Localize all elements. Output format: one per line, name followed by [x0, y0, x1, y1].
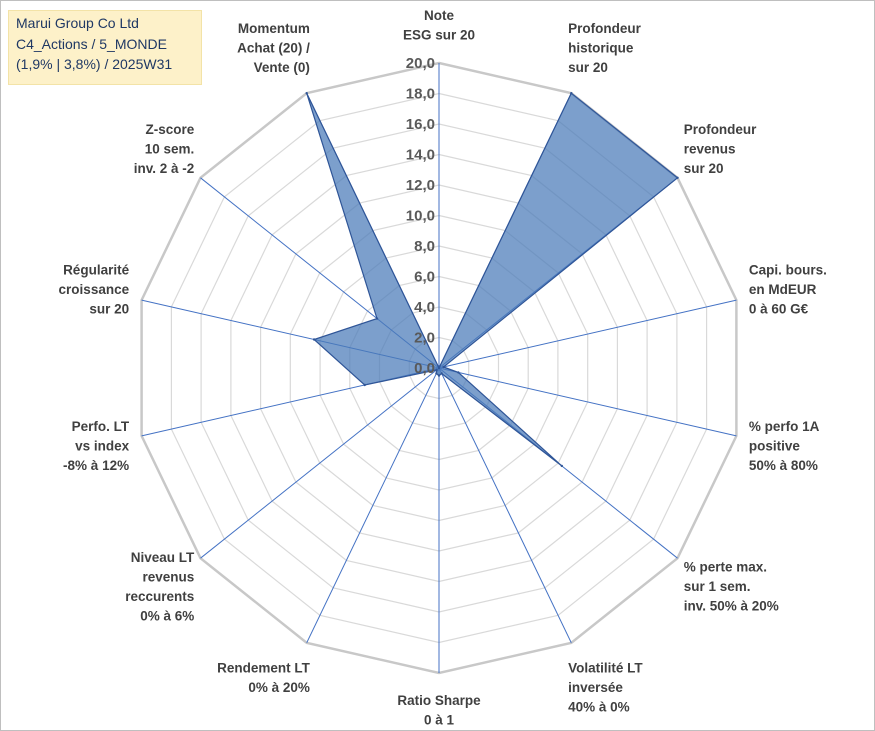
category-label-9-line-0: Niveau LT	[131, 550, 195, 565]
spoke-3	[438, 299, 737, 369]
category-label-4: % perfo 1A positive 50% à 80%	[749, 419, 820, 473]
tick-label-4: 8,0	[414, 238, 435, 255]
tick-label-1: 2,0	[414, 330, 435, 347]
category-label-3: Capi. bours. en MdEUR 0 à 60 G€	[749, 263, 827, 317]
tick-label-7: 14,0	[406, 147, 435, 164]
category-label-1-line-2: sur 20	[568, 60, 608, 75]
tick-label-0: 0,0	[414, 360, 435, 377]
tick-label-9: 18,0	[406, 86, 435, 103]
data-point-8	[435, 372, 438, 375]
category-label-2-line-1: revenus	[684, 141, 736, 156]
category-label-7: Ratio Sharpe 0 à 1	[397, 693, 481, 728]
category-label-9-line-2: reccurents	[125, 589, 194, 604]
category-label-6-line-2: 40% à 0%	[568, 699, 630, 714]
data-point-11	[312, 338, 316, 341]
category-label-11-line-0: Régularité	[63, 263, 130, 278]
category-label-9: Niveau LT revenus reccurents 0% à 6%	[125, 550, 195, 624]
title-line-period: (1,9% | 3,8%) / 2025W31	[16, 56, 173, 72]
category-label-8-line-1: 0% à 20%	[248, 680, 310, 695]
data-point-13	[305, 92, 308, 95]
category-label-7-line-1: 0 à 1	[424, 713, 455, 728]
category-label-10: Perfo. LT vs index -8% à 12%	[63, 419, 130, 473]
tick-label-3: 6,0	[414, 269, 435, 286]
data-point-10	[363, 383, 366, 387]
category-label-13-line-1: Achat (20) /	[237, 41, 310, 56]
category-label-12: Z-score 10 sem. inv. 2 à -2	[134, 122, 195, 176]
data-point-5	[560, 464, 563, 468]
category-label-11-line-2: sur 20	[89, 302, 129, 317]
category-label-4-line-1: positive	[749, 438, 801, 453]
category-label-1-line-1: historique	[568, 41, 634, 56]
category-label-12-line-0: Z-score	[146, 122, 195, 137]
tick-label-10: 20,0	[406, 55, 435, 72]
category-label-13: Momentum Achat (20) / Vente (0)	[237, 21, 310, 75]
radial-tick-labels: 0,0 2,0 4,0 6,0 8,0 10,0 12,0 14,0 16,0 18,0 20,0	[406, 55, 435, 377]
data-point-0	[437, 366, 441, 370]
data-point-3	[442, 365, 445, 369]
category-label-9-line-3: 0% à 6%	[140, 608, 194, 623]
category-label-11-line-1: croissance	[59, 282, 130, 297]
category-label-10-line-0: Perfo. LT	[72, 419, 130, 434]
category-label-1-line-0: Profondeur	[568, 21, 641, 36]
title-line-category: C4_Actions / 5_MONDE	[16, 35, 167, 52]
category-label-4-line-2: 50% à 80%	[749, 458, 818, 473]
data-point-7	[437, 374, 441, 377]
data-point-9	[435, 368, 438, 372]
category-label-5: % perte max. sur 1 sem. inv. 50% à 20%	[684, 560, 779, 614]
data-point-2	[676, 176, 679, 179]
category-label-4-line-0: % perfo 1A	[749, 419, 820, 434]
category-label-2: Profondeur revenus sur 20	[684, 122, 757, 176]
category-label-7-line-0: Ratio Sharpe	[397, 693, 481, 708]
spoke-9	[200, 367, 440, 559]
tick-label-8: 16,0	[406, 116, 435, 133]
category-label-0: Note ESG sur 20	[403, 8, 475, 43]
category-labels: Note ESG sur 20 Profondeur historique sur 20…	[59, 8, 827, 728]
data-point-1	[570, 92, 573, 95]
category-label-0-line-0: Note	[424, 8, 454, 23]
spoke-8	[306, 367, 440, 644]
category-label-3-line-0: Capi. bours.	[749, 263, 827, 278]
category-label-12-line-1: 10 sem.	[145, 141, 195, 156]
category-label-11: Régularité croissance sur 20	[59, 263, 130, 317]
category-label-3-line-1: en MdEUR	[749, 282, 817, 297]
category-label-10-line-2: -8% à 12%	[63, 458, 129, 473]
category-label-6-line-1: inversée	[568, 680, 623, 695]
category-label-3-line-2: 0 à 60 G€	[749, 302, 809, 317]
category-label-5-line-0: % perte max.	[684, 560, 767, 575]
spoke-6	[438, 367, 572, 644]
category-label-8: Rendement LT 0% à 20%	[217, 660, 311, 695]
data-point-12	[375, 317, 379, 320]
category-label-5-line-2: inv. 50% à 20%	[684, 599, 779, 614]
category-label-12-line-2: inv. 2 à -2	[134, 161, 195, 176]
category-label-5-line-1: sur 1 sem.	[684, 579, 751, 594]
spoke-4	[438, 367, 737, 437]
category-label-0-line-1: ESG sur 20	[403, 28, 475, 43]
category-label-2-line-0: Profondeur	[684, 122, 757, 137]
category-label-1: Profondeur historique sur 20	[568, 21, 641, 75]
radar-series	[305, 92, 679, 468]
tick-label-6: 12,0	[406, 177, 435, 194]
category-label-9-line-1: revenus	[143, 569, 195, 584]
tick-label-5: 10,0	[406, 208, 435, 225]
title-box: Marui Group Co Ltd C4_Actions / 5_MONDE …	[8, 10, 202, 85]
data-point-4	[457, 371, 460, 374]
category-label-13-line-0: Momentum	[238, 21, 310, 36]
category-label-2-line-2: sur 20	[684, 161, 724, 176]
category-label-6: Volatilité LT inversée 40% à 0%	[568, 660, 643, 714]
title-line-company: Marui Group Co Ltd	[16, 15, 139, 31]
category-label-8-line-0: Rendement LT	[217, 660, 311, 675]
category-label-10-line-1: vs index	[75, 438, 130, 453]
data-point-6	[440, 372, 443, 375]
category-label-13-line-2: Vente (0)	[254, 60, 310, 75]
tick-label-2: 4,0	[414, 299, 435, 316]
category-label-6-line-0: Volatilité LT	[568, 660, 643, 675]
